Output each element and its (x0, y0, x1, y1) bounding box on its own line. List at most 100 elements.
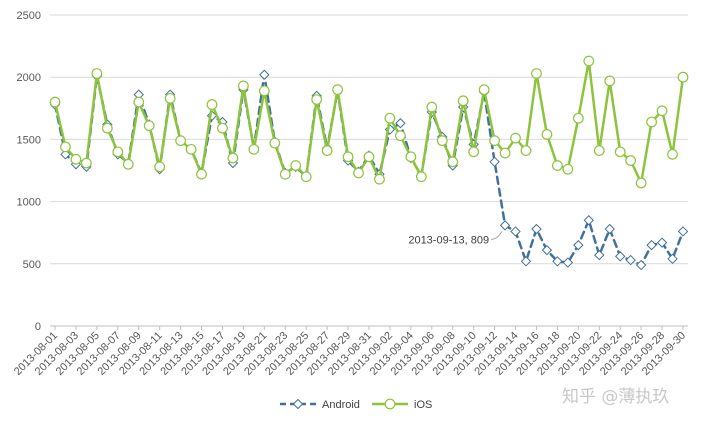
ios-point (300, 171, 312, 183)
ios-point (384, 112, 396, 124)
ios-point (604, 75, 616, 87)
ios-point (101, 122, 113, 134)
annotation-layer: 2013-09-13, 809 (408, 231, 503, 246)
ios-point (258, 85, 270, 97)
ios-point (112, 146, 124, 158)
ios-point (196, 168, 207, 180)
ios-point (353, 167, 364, 179)
ios-point (70, 153, 82, 165)
ios-point (321, 145, 333, 156)
android-point (395, 118, 406, 129)
android-point (489, 156, 500, 167)
ios-point (552, 160, 563, 171)
ios-point (248, 143, 260, 155)
ios-point (667, 148, 678, 160)
gridlines (50, 14, 688, 330)
ios-point (436, 135, 448, 147)
android-point (583, 215, 595, 226)
ios-point (269, 137, 281, 149)
android-point (604, 223, 615, 235)
ios-point (426, 101, 438, 113)
y-tick-label: 2000 (17, 72, 41, 84)
series-ios (49, 55, 689, 189)
ios-point (572, 112, 584, 124)
ios-point (478, 84, 490, 96)
ios-point (374, 173, 385, 185)
android-point (499, 220, 511, 231)
android-point (531, 223, 542, 235)
ios-point (415, 171, 427, 183)
android-point (594, 249, 605, 261)
ios-point (363, 151, 375, 163)
ios-point (635, 177, 647, 189)
ios-point (457, 95, 469, 107)
android-point (667, 253, 678, 265)
android-point (573, 239, 584, 251)
ios-point (60, 141, 71, 153)
legend-item-ios: iOS (372, 398, 432, 411)
android-point (60, 149, 71, 160)
ios-point (562, 163, 574, 175)
watermark-text: 知乎 @薄执玖 (562, 387, 669, 407)
ios-point (279, 168, 291, 180)
android-point (520, 256, 532, 267)
ios-point (164, 92, 176, 104)
ios-point (311, 94, 323, 105)
android-point (646, 239, 657, 251)
legend-item-android: Android (280, 398, 360, 411)
annotation-leader (491, 231, 503, 240)
series-layer (49, 55, 689, 271)
ios-point (227, 152, 239, 164)
ios-point (499, 147, 511, 159)
android-point (562, 257, 574, 268)
ios-point (447, 156, 459, 168)
ios-point (91, 68, 103, 79)
ios-point (237, 80, 249, 92)
android-point (510, 226, 521, 237)
ios-point (468, 146, 480, 158)
ios-point (520, 145, 532, 156)
y-tick-label: 2500 (17, 10, 41, 22)
legend-label: Android (322, 399, 360, 411)
ios-point (185, 143, 197, 155)
y-axis-tick-labels: 0 500 1000 1500 2000 2500 (17, 10, 41, 333)
legend-label: iOS (414, 399, 432, 411)
android-point (259, 69, 270, 80)
ios-point (217, 122, 228, 134)
annotation-label: 2013-09-13, 809 (408, 234, 489, 246)
ios-point (49, 96, 61, 108)
ios-point (80, 157, 92, 169)
android-point (625, 254, 636, 266)
android-point (677, 226, 689, 237)
ios-point (531, 68, 542, 79)
ios-point (656, 105, 668, 117)
ios-point (290, 160, 302, 171)
ios-point (206, 99, 218, 110)
ios-point (342, 151, 354, 163)
x-axis-tick-labels: 2013-08-012013-08-032013-08-052013-08-07… (12, 330, 688, 378)
ios-point (593, 145, 605, 156)
ios-point (489, 135, 501, 147)
android-point (552, 256, 563, 267)
ios-point (646, 116, 657, 128)
ios-point (541, 129, 553, 140)
ios-point (175, 135, 187, 147)
legend: Android iOS (280, 398, 432, 411)
android-point (541, 244, 553, 256)
ios-point (122, 158, 134, 170)
android-point (635, 259, 647, 271)
legend-swatch-marker (292, 398, 304, 410)
ios-point (395, 130, 406, 142)
ios-point (625, 155, 637, 166)
android-point (656, 237, 668, 248)
ios-point (614, 146, 626, 158)
ios-point (510, 132, 521, 144)
y-tick-label: 500 (23, 259, 41, 271)
ios-point (677, 71, 689, 83)
ios-point (143, 120, 155, 132)
android-point (614, 251, 626, 262)
ios-point (133, 96, 145, 108)
y-tick-label: 1500 (17, 134, 41, 146)
y-tick-label: 1000 (17, 197, 41, 209)
